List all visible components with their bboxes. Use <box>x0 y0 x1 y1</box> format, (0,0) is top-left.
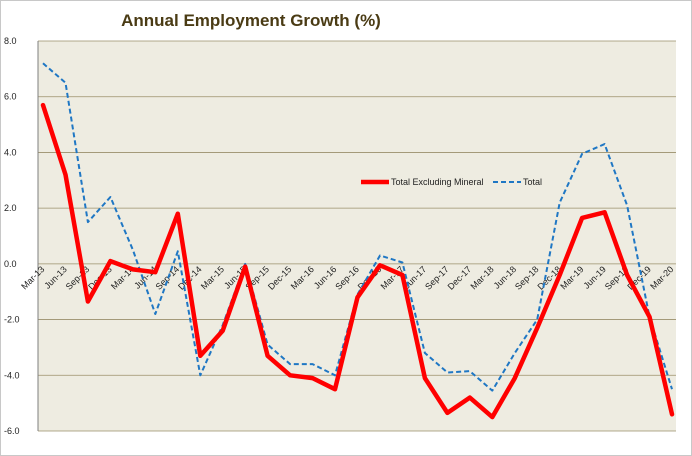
series-line-total-excluding-mineral <box>40 102 675 420</box>
legend-label: Total Excluding Mineral <box>391 177 484 187</box>
y-tick-label: 4.0 <box>4 147 17 157</box>
legend-label: Total <box>523 177 542 187</box>
y-tick-label: 2.0 <box>4 203 17 213</box>
series-line-total <box>42 62 673 392</box>
legend: Total Excluding Mineral Total <box>361 177 542 187</box>
plot-area <box>38 41 676 431</box>
y-tick-label: 6.0 <box>4 92 17 102</box>
y-tick-label: -6.0 <box>4 426 20 436</box>
y-tick-label: -4.0 <box>4 370 20 380</box>
y-tick-layer: 8.0 6.0 4.0 2.0 0.0 -2.0 -4.0 -6.0 <box>4 36 20 436</box>
y-tick-label: -2.0 <box>4 315 20 325</box>
grid-layer <box>38 40 676 432</box>
y-tick-label: 0.0 <box>4 259 17 269</box>
y-tick-label: 8.0 <box>4 36 17 46</box>
chart-title: Annual Employment Growth (%) <box>121 11 381 30</box>
series-layer <box>40 62 675 420</box>
